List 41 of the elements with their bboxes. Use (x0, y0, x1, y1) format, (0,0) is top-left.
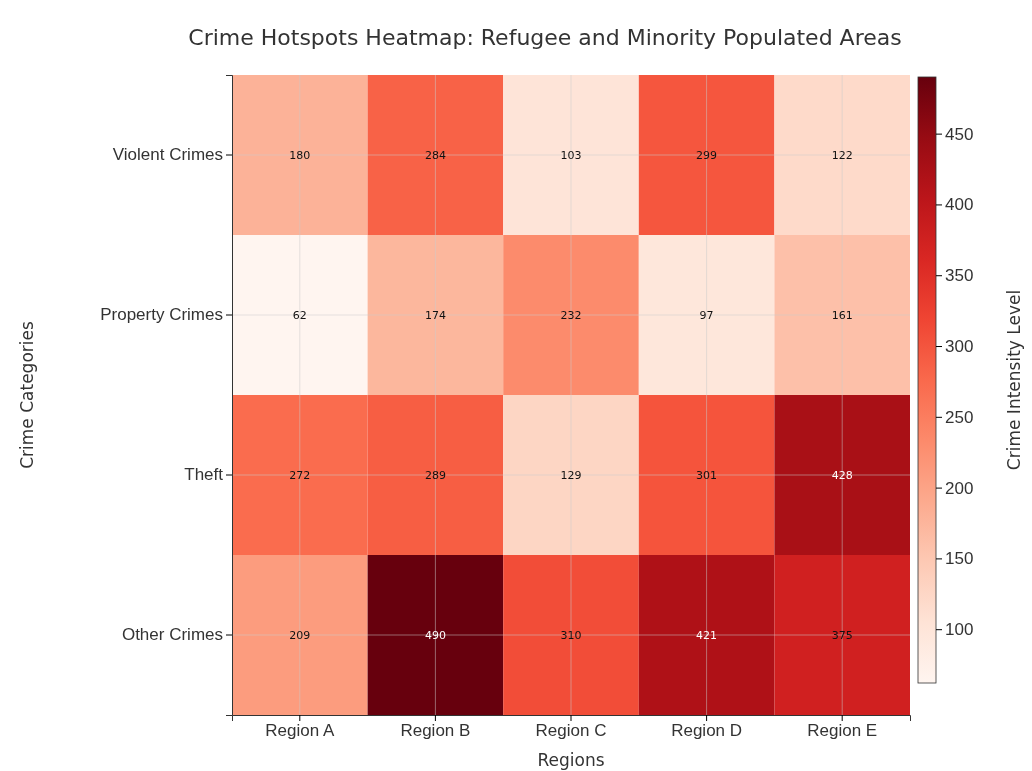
data-label: 122 (831, 148, 853, 162)
data-label: 299 (696, 148, 718, 162)
data-label: 161 (831, 308, 853, 322)
x-tick-label: Region B (400, 721, 471, 741)
data-label: 129 (560, 468, 582, 482)
color-bar-label: 150 (945, 549, 974, 569)
data-label: 180 (289, 148, 311, 162)
color-bar-label: 250 (945, 407, 974, 427)
color-bar-label: 450 (945, 124, 974, 144)
color-bar-title: Crime Intensity Level (1004, 289, 1024, 471)
y-tick-label: Theft (184, 465, 224, 485)
data-label: 232 (560, 308, 582, 322)
chart-title: Crime Hotspots Heatmap: Refugee and Minority Populated Areas (188, 25, 902, 50)
color-bar-label: 300 (945, 336, 974, 356)
data-label: 284 (424, 148, 446, 162)
x-tick-label: Region D (671, 721, 743, 741)
y-tick-label: Violent Crimes (112, 145, 223, 165)
color-bar-label: 200 (945, 478, 974, 498)
data-label: 428 (831, 468, 853, 482)
color-bar-label: 350 (945, 266, 974, 286)
color-bar-label: 100 (945, 620, 974, 640)
x-tick-label: Region C (535, 721, 607, 741)
data-label: 310 (560, 628, 582, 642)
data-label: 421 (696, 628, 718, 642)
data-label: 289 (424, 468, 446, 482)
data-label: 209 (289, 628, 311, 642)
x-tick-label: Region A (265, 721, 335, 741)
y-tick-label: Other Crimes (121, 625, 223, 645)
x-tick-label: Region E (807, 721, 878, 741)
data-label: 174 (424, 308, 446, 322)
data-label: 375 (831, 628, 853, 642)
data-label: 103 (560, 148, 582, 162)
data-label: 490 (424, 628, 446, 642)
x-axis-title: Regions (537, 750, 605, 770)
color-bar-label: 400 (945, 195, 974, 215)
y-tick-label: Property Crimes (100, 305, 223, 325)
data-label: 97 (699, 308, 714, 322)
data-label: 301 (696, 468, 718, 482)
data-label: 272 (289, 468, 311, 482)
data-label: 62 (292, 308, 307, 322)
y-axis-title: Crime Categories (17, 321, 37, 469)
